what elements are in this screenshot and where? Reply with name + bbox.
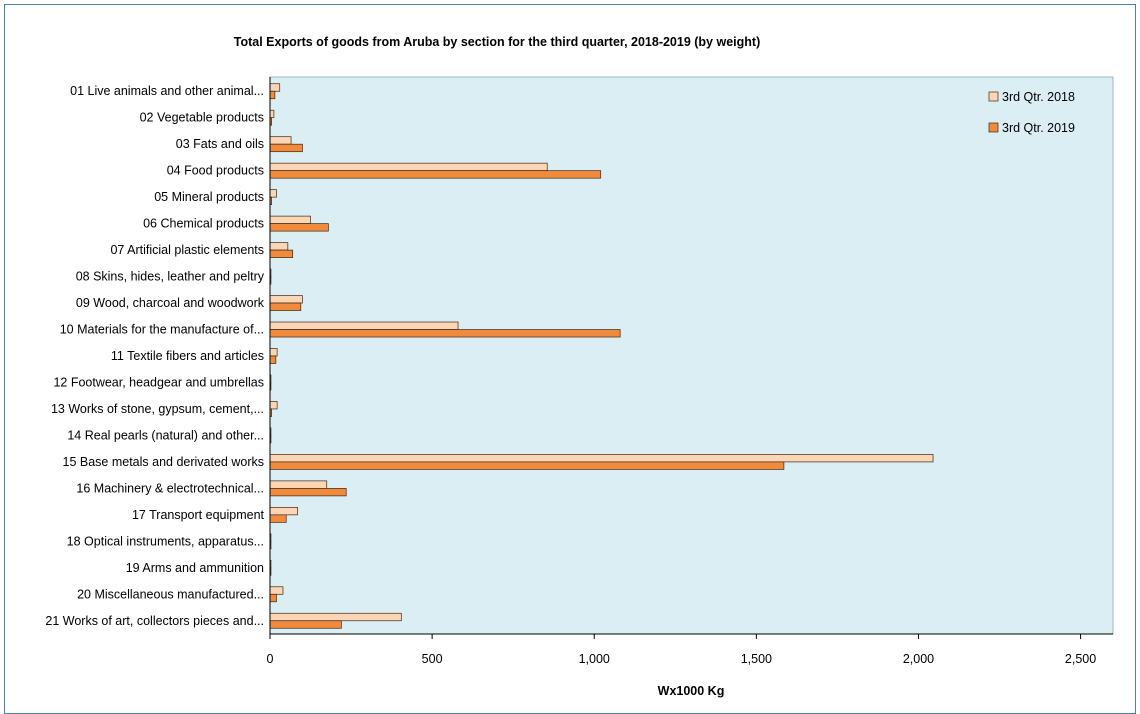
legend-label: 3rd Qtr. 2019 [1002, 121, 1075, 135]
bar-2018 [269, 215, 311, 224]
x-tick-label: 500 [422, 652, 443, 666]
category-label: 16 Machinery & electrotechnical... [76, 481, 264, 495]
chart-title: Total Exports of goods from Aruba by sec… [234, 35, 760, 49]
bar-2018 [269, 136, 292, 145]
x-tick-label: 1,500 [741, 652, 772, 666]
bar-2019 [269, 302, 302, 311]
category-label: 05 Mineral products [154, 190, 264, 204]
category-label: 02 Vegetable products [140, 111, 264, 125]
x-tick-label: 2,000 [903, 652, 934, 666]
category-label: 06 Chemical products [143, 217, 264, 231]
category-label: 19 Arms and ammunition [126, 561, 264, 575]
bar-2019 [269, 461, 785, 470]
category-labels: 01 Live animals and other animal... 02 Ve… [45, 84, 264, 628]
category-label: 12 Footwear, headgear and umbrellas [53, 375, 264, 389]
bar-2018 [269, 162, 548, 172]
x-tick-labels: 0 500 1,000 1,500 2,000 2,500 [267, 634, 1096, 666]
x-tick-label: 2,500 [1065, 652, 1096, 666]
category-label: 17 Transport equipment [132, 508, 265, 522]
category-label: 15 Base metals and derivated works [63, 455, 265, 469]
legend-label: 3rd Qtr. 2018 [1002, 90, 1075, 104]
bar-2018 [269, 242, 289, 251]
category-label: 03 Fats and oils [176, 137, 264, 151]
category-label: 10 Materials for the manufacture of... [60, 323, 264, 337]
bar-2018 [269, 507, 298, 516]
legend-swatch [988, 91, 999, 102]
bar-2019 [269, 329, 621, 338]
bar-2019 [269, 488, 347, 497]
bar-2018 [269, 454, 934, 463]
bar-2019 [269, 355, 277, 364]
bar-2019 [269, 593, 277, 603]
bar-2018 [269, 295, 303, 304]
bar-2018 [269, 348, 278, 357]
legend-swatch [988, 122, 999, 133]
bar-2019 [269, 90, 276, 100]
bar-2019 [269, 143, 303, 153]
bar-2018 [269, 401, 278, 410]
bar-2018 [269, 109, 275, 119]
bar-2018 [269, 83, 281, 92]
category-label: 09 Wood, charcoal and woodwork [76, 296, 265, 310]
bar-2018 [269, 480, 328, 489]
category-label: 21 Works of art, collectors pieces and..… [45, 614, 264, 628]
category-label: 04 Food products [167, 164, 264, 178]
x-tick-label: 0 [267, 652, 274, 666]
legend: 3rd Qtr. 2018 3rd Qtr. 2019 [988, 90, 1075, 135]
bar-2019 [269, 223, 329, 232]
bar-2019 [269, 514, 287, 523]
x-tick-label: 1,000 [579, 652, 610, 666]
category-label: 11 Textile fibers and articles [111, 349, 264, 363]
category-label: 18 Optical instruments, apparatus... [67, 534, 264, 548]
bar-2019 [269, 170, 602, 179]
bar-2018 [269, 321, 459, 330]
category-label: 14 Real pearls (natural) and other... [67, 428, 264, 442]
category-label: 07 Artificial plastic elements [110, 243, 264, 257]
bar-2019 [269, 620, 342, 629]
bar-2018 [269, 189, 277, 198]
category-label: 01 Live animals and other animal... [70, 84, 264, 98]
bar-2018 [269, 586, 284, 595]
x-axis-title: Wx1000 Kg [658, 684, 725, 698]
category-label: 08 Skins, hides, leather and peltry [76, 270, 265, 284]
bars-group [269, 83, 934, 629]
plot-area [269, 76, 1114, 635]
bar-2019 [269, 249, 294, 258]
bar-2018 [269, 612, 402, 622]
category-label: 13 Works of stone, gypsum, cement,... [51, 402, 264, 416]
category-label: 20 Miscellaneous manufactured... [77, 587, 264, 601]
